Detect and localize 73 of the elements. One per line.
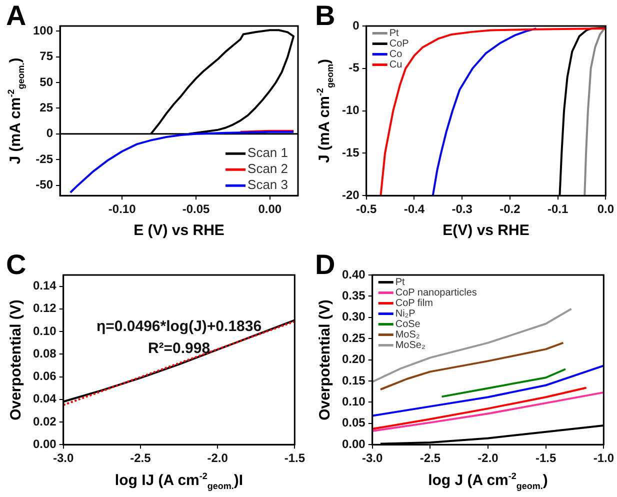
y-tick-label: 0.08 [32,346,57,360]
y-tick-label: -20 [342,188,360,202]
x-tick-label: -3.0 [362,451,384,466]
legend-label: CoP film [395,298,433,309]
y-tick-label: 0.35 [342,288,366,303]
y-tick-label: -5 [348,60,360,75]
x-tick-label: -0.1 [547,202,568,216]
legend-label: MoSe₂ [395,340,426,351]
y-tick-label: 0.12 [32,301,57,316]
x-tick-label: -2.0 [478,451,499,466]
legend-label: MoS₂ [395,330,420,340]
x-tick-label: 0.00 [258,202,282,216]
y-axis-title: Overpotential (V) [316,299,334,420]
chart-title: B [315,0,336,32]
annotation: R²=0.998 [148,340,210,357]
chart-title: C [6,249,26,281]
x-tick-label: -1.0 [593,451,614,466]
y-tick-label: 0.30 [342,310,366,324]
y-tick-label: 0.10 [32,324,57,338]
x-tick-label: -0.3 [452,202,473,216]
y-tick-label: 0.15 [342,373,366,388]
y-tick-label: 0.06 [32,369,57,384]
y-axis-title: Overpotential (V) [8,299,24,420]
y-tick-label: -15 [342,146,360,160]
x-tick-label: -2.5 [130,451,152,466]
legend-label: CoSe [395,319,421,330]
y-tick-label: 0.04 [32,392,57,406]
y-tick-label: 0.14 [32,278,57,293]
x-tick-label: 0.0 [597,202,614,216]
legend-label: Pt [389,28,400,39]
x-axis-title: log J (A cm$^{-2}$$_{geom.}$) [428,471,548,491]
x-tick-label: -2.0 [207,451,228,466]
y-tick-label: -25 [36,152,54,166]
x-tick-label: -0.4 [404,202,425,216]
y-tick-label: 0 [352,18,360,32]
x-tick-label: -3.0 [53,451,74,466]
y-tick-label: 0.02 [32,414,57,428]
chart-title: A [6,0,26,32]
legend-label: CoP nanoparticles [395,288,477,298]
y-tick-label: 0.40 [342,267,366,282]
y-tick-label: -10 [342,103,360,118]
y-tick-label: 0 [46,126,54,140]
legend-label: Pt [395,277,406,288]
legend-label: Co [389,49,403,60]
y-tick-label: 25 [40,100,54,115]
x-axis-title: log IJ (A cm$^{-2}$$_{geom.}$)I [114,471,244,491]
x-tick-label: -2.5 [420,451,441,466]
legend-label: CoP [389,38,410,50]
legend-label: Ni₂P [395,308,416,320]
x-tick-label: -0.10 [108,202,136,216]
legend-label: Cu [389,60,402,70]
x-axis-title: E (V) vs RHE [134,222,224,239]
y-tick-label: 100 [32,23,54,38]
y-tick-label: 0.20 [342,352,366,366]
y-tick-label: 50 [40,74,54,89]
y-tick-label: 0.25 [342,330,366,345]
x-tick-label: -0.05 [182,202,210,216]
y-tick-label: 75 [40,49,54,64]
x-tick-label: -0.2 [500,202,521,216]
annotation: η=0.0496*log(J)+0.1836 [96,318,262,335]
legend-label: Scan 1 [248,145,288,160]
x-axis-title: E(V) vs RHE [442,222,530,239]
y-tick-label: 0.00 [32,436,57,451]
y-tick-label: 0.05 [342,416,366,430]
y-tick-label: 0.10 [342,394,366,409]
legend-label: Scan 3 [248,177,288,192]
x-tick-label: -1.5 [284,451,306,466]
y-tick-label: -50 [36,178,54,192]
y-tick-label: 0.00 [342,436,366,451]
chart-title: D [315,249,336,281]
legend-label: Scan 2 [248,161,288,176]
x-tick-label: -0.5 [356,202,378,216]
x-tick-label: -1.5 [535,451,556,466]
